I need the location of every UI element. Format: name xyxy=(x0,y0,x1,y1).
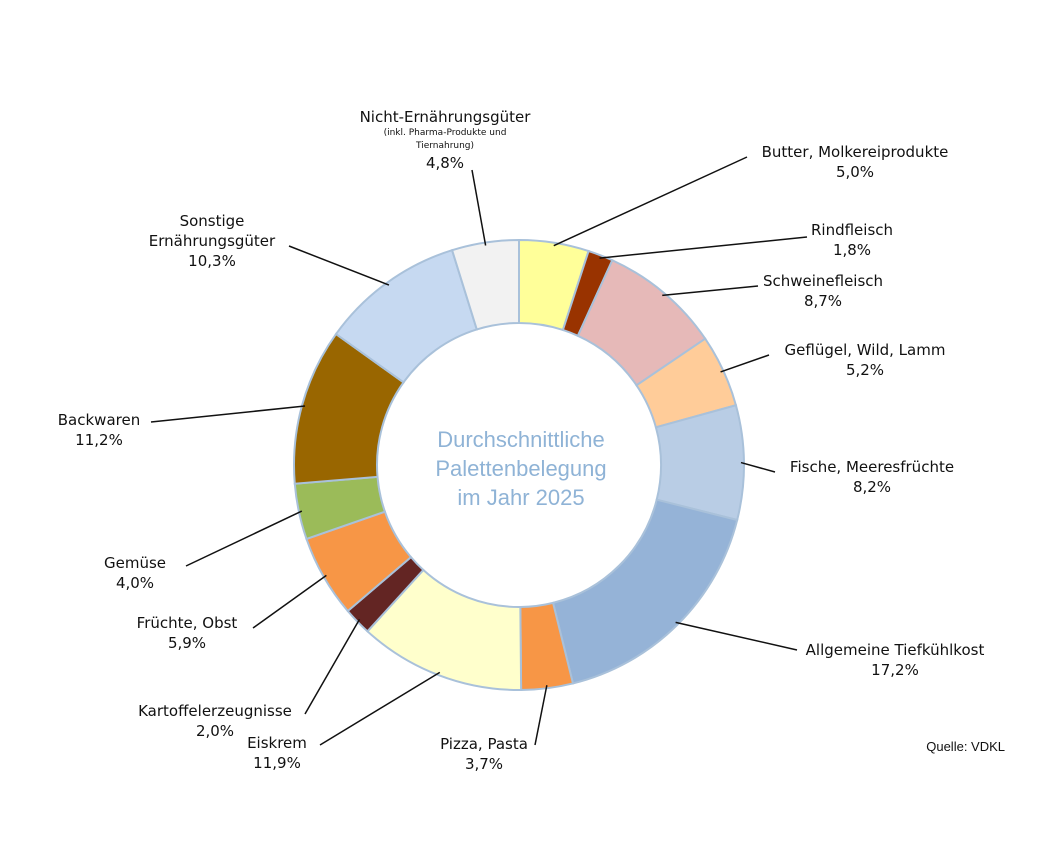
slice-label: Eiskrem xyxy=(247,734,307,752)
leader-line-nicht-ernaehrungsgueter xyxy=(471,169,487,246)
center-title-line-1: Durchschnittliche xyxy=(437,427,605,452)
leader-line-schweinefleisch xyxy=(662,285,759,297)
slice-label: Nicht-Ernährungsgüter xyxy=(360,108,532,126)
slice-value-label: 2,0% xyxy=(196,722,234,740)
label-group-allgemeine-tiefkuehlkost: Allgemeine Tiefkühlkost 17,2% xyxy=(806,641,985,679)
leader-line-kartoffelerzeugnisse xyxy=(304,618,361,715)
slice-label: Früchte, Obst xyxy=(137,614,238,632)
slice-label: Schweinefleisch xyxy=(763,272,883,290)
leader-line-fische-meeresfruechte xyxy=(740,461,776,473)
slice-value-label: 11,9% xyxy=(253,754,301,772)
slice-label: Sonstige xyxy=(180,212,245,230)
center-title-line-2: Palettenbelegung xyxy=(435,456,606,481)
leader-line-butter-molkereiprodukte xyxy=(553,156,748,247)
slice-label: Kartoffelerzeugnisse xyxy=(138,702,292,720)
slice-label: Butter, Molkereiprodukte xyxy=(762,143,949,161)
label-group-fruechte-obst: Früchte, Obst 5,9% xyxy=(137,614,238,652)
slice-label: Geflügel, Wild, Lamm xyxy=(785,341,946,359)
label-group-gemuese: Gemüse 4,0% xyxy=(104,554,166,592)
slice-label: Fische, Meeresfrüchte xyxy=(790,458,954,476)
slice-label: Pizza, Pasta xyxy=(440,735,528,753)
slice-label: Backwaren xyxy=(58,411,140,429)
label-group-eiskrem: Eiskrem 11,9% xyxy=(247,734,307,772)
label-group-schweinefleisch: Schweinefleisch 8,7% xyxy=(763,272,883,310)
leader-line-sonstige-ernaehrungsgueter xyxy=(288,245,390,286)
slice-value-label: 8,2% xyxy=(853,478,891,496)
slice-label: Ernährungsgüter xyxy=(149,232,276,250)
label-group-kartoffelerzeugnisse: Kartoffelerzeugnisse 2,0% xyxy=(138,702,292,740)
leader-line-pizza-pasta xyxy=(534,685,548,746)
slice-label: Gemüse xyxy=(104,554,166,572)
slice-value-label: 8,7% xyxy=(804,292,842,310)
label-group-pizza-pasta: Pizza, Pasta 3,7% xyxy=(440,735,528,773)
leader-line-gemuese xyxy=(185,510,303,567)
label-group-gefluegel-wild-lamm: Geflügel, Wild, Lamm 5,2% xyxy=(785,341,946,379)
slice-labels: Butter, Molkereiprodukte 5,0% Rindfleisch 1… xyxy=(58,108,985,773)
label-group-butter-molkereiprodukte: Butter, Molkereiprodukte 5,0% xyxy=(762,143,949,181)
slice-label: Allgemeine Tiefkühlkost xyxy=(806,641,985,659)
slices-layer xyxy=(293,238,745,691)
slice-note: (inkl. Pharma-Produkte und xyxy=(384,128,507,138)
slice-value-label: 5,2% xyxy=(846,361,884,379)
slice-label: Rindfleisch xyxy=(811,221,893,239)
slice-note: Tiernahrung) xyxy=(415,141,474,151)
leader-line-eiskrem xyxy=(319,671,441,746)
slice-value-label: 4,0% xyxy=(116,574,154,592)
slice-value-label: 4,8% xyxy=(426,154,464,172)
center-title-line-3: im Jahr 2025 xyxy=(457,485,584,510)
slice-value-label: 11,2% xyxy=(75,431,123,449)
leader-line-gefluegel-wild-lamm xyxy=(720,354,770,373)
slice-nicht-ernaehrungsgueter xyxy=(450,238,520,331)
label-group-nicht-ernaehrungsgueter: Nicht-Ernährungsgüter (inkl. Pharma-Produ… xyxy=(360,108,532,172)
label-group-backwaren: Backwaren 11,2% xyxy=(58,411,140,449)
leader-lines xyxy=(150,156,808,746)
leader-line-rindfleisch xyxy=(599,236,808,259)
label-group-fische-meeresfruechte: Fische, Meeresfrüchte 8,2% xyxy=(790,458,954,496)
slice-value-label: 17,2% xyxy=(871,661,919,679)
slice-value-label: 10,3% xyxy=(188,252,236,270)
label-group-rindfleisch: Rindfleisch 1,8% xyxy=(811,221,893,259)
source-note: Quelle: VDKL xyxy=(926,739,1005,754)
slice-value-label: 1,8% xyxy=(833,241,871,259)
slice-value-label: 3,7% xyxy=(465,755,503,773)
leader-line-fruechte-obst xyxy=(252,574,327,629)
slice-value-label: 5,0% xyxy=(836,163,874,181)
slice-value-label: 5,9% xyxy=(168,634,206,652)
slice-allgemeine-tiefkuehlkost xyxy=(551,498,739,685)
leader-line-allgemeine-tiefkuehlkost xyxy=(675,621,798,651)
leader-line-backwaren xyxy=(150,405,306,423)
label-group-sonstige-ernaehrungsgueter: Sonstige Ernährungsgüter 10,3% xyxy=(149,212,276,270)
